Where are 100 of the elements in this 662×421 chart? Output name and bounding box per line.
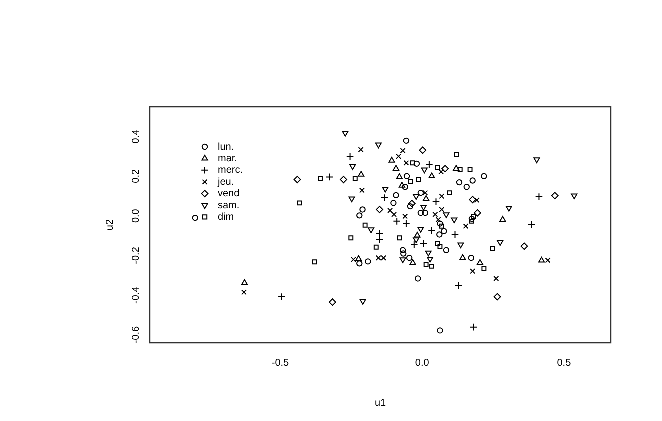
point — [414, 276, 422, 282]
point — [278, 293, 286, 301]
point — [390, 200, 397, 206]
point — [432, 198, 440, 206]
point — [326, 173, 334, 182]
point — [352, 176, 358, 182]
point — [360, 299, 366, 306]
point — [420, 240, 428, 248]
point — [468, 167, 473, 172]
point — [414, 160, 420, 168]
point — [528, 220, 536, 229]
point — [430, 264, 434, 269]
point — [439, 224, 444, 229]
point — [400, 148, 406, 154]
point — [294, 176, 302, 184]
point — [481, 173, 488, 180]
point — [437, 220, 444, 227]
point — [400, 258, 406, 264]
point — [470, 218, 474, 224]
point — [435, 241, 440, 246]
point — [410, 240, 418, 249]
point — [241, 290, 247, 296]
point — [402, 220, 410, 228]
point — [360, 206, 366, 213]
point — [404, 160, 410, 166]
point — [474, 209, 482, 217]
point — [358, 147, 364, 153]
point — [460, 254, 466, 260]
point — [439, 194, 445, 200]
point — [358, 171, 365, 177]
point — [400, 250, 407, 257]
point — [441, 228, 448, 234]
point — [497, 240, 504, 246]
point — [534, 158, 540, 164]
point — [451, 230, 460, 239]
point — [375, 142, 382, 149]
point — [439, 206, 445, 212]
point — [494, 293, 502, 301]
point — [471, 214, 476, 219]
point — [350, 256, 356, 262]
point — [432, 212, 438, 218]
point — [422, 190, 428, 196]
point — [340, 176, 348, 184]
point — [454, 152, 460, 158]
y-tick-label: 0.2 — [130, 169, 142, 184]
point — [410, 259, 416, 266]
point — [350, 164, 356, 170]
point — [451, 218, 458, 224]
point — [427, 257, 434, 263]
point — [241, 279, 248, 286]
point — [356, 260, 363, 267]
y-tick-label: 0.4 — [130, 129, 142, 144]
point — [356, 255, 362, 262]
point — [494, 276, 500, 282]
point — [423, 195, 430, 202]
point — [408, 200, 416, 208]
point — [545, 258, 551, 264]
legend-label: lun. — [218, 142, 234, 153]
point — [381, 255, 387, 261]
point — [424, 262, 429, 268]
point — [500, 216, 506, 222]
point — [396, 154, 402, 160]
point — [470, 268, 476, 274]
point — [329, 298, 336, 306]
point — [413, 238, 420, 244]
point — [506, 206, 512, 212]
point — [413, 194, 420, 200]
point — [376, 236, 384, 244]
point — [442, 165, 450, 173]
legend-label: dim — [218, 212, 234, 223]
y-tick-label: -0.4 — [130, 286, 142, 304]
x-tick-label: 0.0 — [415, 358, 430, 369]
x-tick-label: -0.5 — [272, 358, 290, 369]
x-tick-label: 0.5 — [557, 358, 572, 369]
point — [418, 227, 424, 233]
point — [402, 214, 408, 220]
point — [407, 203, 414, 210]
point — [391, 212, 398, 218]
point — [368, 228, 375, 234]
point — [443, 247, 450, 254]
point — [400, 247, 406, 254]
point — [396, 174, 403, 180]
point — [470, 178, 476, 184]
point — [398, 182, 406, 188]
y-axis-title: u2 — [104, 219, 116, 231]
point — [380, 194, 389, 202]
point — [468, 216, 476, 222]
point — [474, 198, 480, 204]
point — [403, 138, 410, 144]
point — [456, 179, 463, 186]
point — [388, 157, 396, 163]
point — [438, 244, 443, 250]
point — [470, 323, 478, 332]
point — [490, 246, 496, 252]
point — [463, 224, 469, 230]
point — [397, 236, 402, 241]
legend-label: vend — [218, 188, 240, 200]
point — [419, 146, 427, 154]
point — [425, 250, 432, 257]
point — [318, 176, 323, 182]
